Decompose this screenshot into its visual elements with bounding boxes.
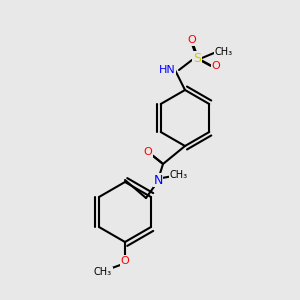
Text: CH₃: CH₃	[94, 267, 112, 277]
Text: CH₃: CH₃	[170, 170, 188, 180]
Text: O: O	[212, 61, 220, 71]
Text: HN: HN	[159, 65, 176, 75]
Text: S: S	[193, 52, 201, 64]
Text: O: O	[121, 256, 129, 266]
Text: O: O	[188, 35, 196, 45]
Text: O: O	[144, 147, 152, 157]
Text: N: N	[153, 173, 163, 187]
Text: CH₃: CH₃	[215, 47, 233, 57]
